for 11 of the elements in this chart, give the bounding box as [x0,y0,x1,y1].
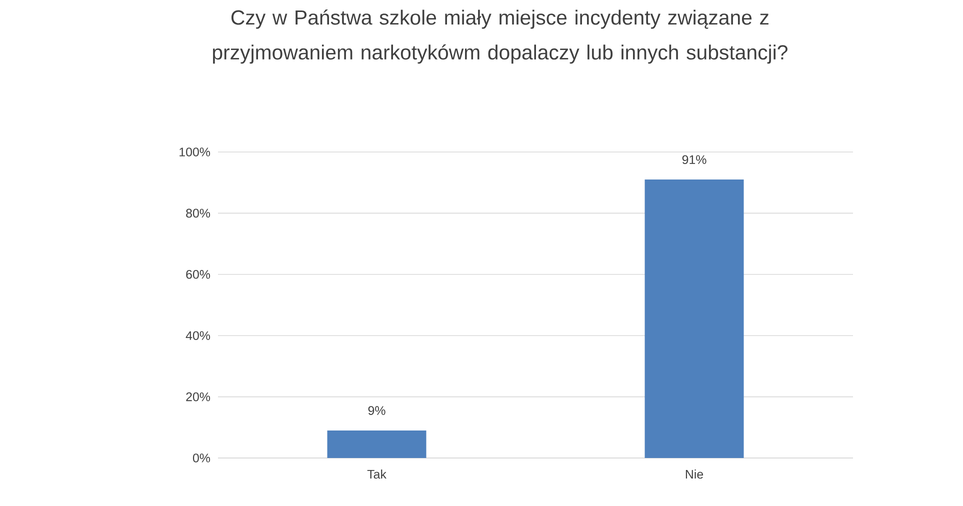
data-label: 91% [682,155,706,164]
y-tick-label: 100% [180,148,210,156]
y-tick-label: 40% [186,331,210,340]
chart-title: Czy w Państwa szkole miały miejsce incydenty związane z przyjmowaniem narkotykówm dopalaczy lub innych substancji? [212,10,788,64]
y-tick-label: 80% [186,208,210,218]
y-tick-label: 0% [192,454,210,462]
x-tick-label: Nie [686,470,704,479]
x-tick-label: Tak [367,470,386,479]
y-tick-label: 20% [186,392,210,402]
y-tick-label: 60% [186,270,210,279]
data-label: 9% [368,406,386,415]
